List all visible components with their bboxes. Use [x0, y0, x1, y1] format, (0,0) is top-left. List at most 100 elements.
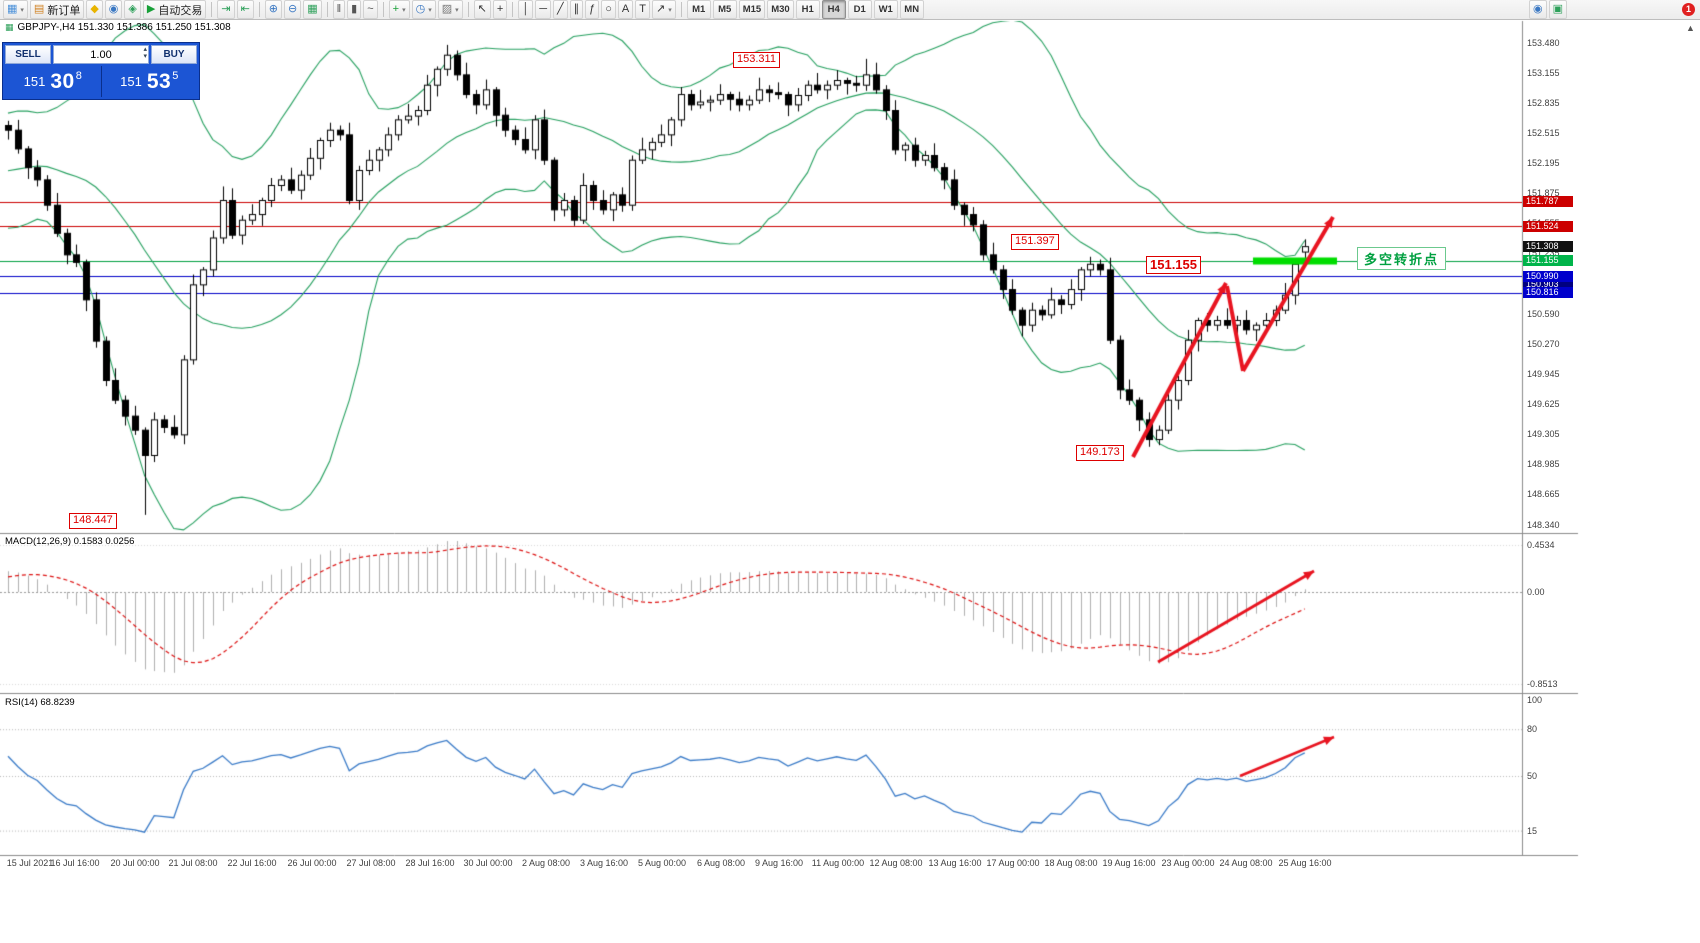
time-axis-label: 18 Aug 08:00 [1044, 858, 1098, 868]
text-button[interactable]: A [617, 0, 634, 19]
timeframe-w1-button-label: W1 [878, 4, 893, 15]
time-axis-label: 27 Jul 08:00 [346, 858, 396, 868]
chart-mini-icon: ▦ [5, 22, 14, 32]
buy-price[interactable]: 151 53 5 [102, 66, 198, 97]
text-label-button[interactable]: T [635, 0, 650, 19]
shapes-button[interactable]: ○ [601, 0, 616, 19]
arrows-button[interactable]: ↗ ▾ [651, 0, 676, 19]
template-button[interactable]: ▨ ▾ [437, 0, 463, 19]
timeframe-m1-button[interactable]: M1 [686, 0, 711, 19]
timeframe-m15-button-label: M15 [742, 4, 762, 15]
rsi-scale-label: 100 [1527, 695, 1543, 705]
time-axis-label: 23 Aug 00:00 [1161, 858, 1215, 868]
timeframe-mn-button[interactable]: MN [899, 0, 924, 19]
fibonacci-button[interactable]: ƒ [585, 0, 600, 19]
volume-spinner[interactable]: ▴ ▾ [143, 46, 147, 60]
volume-value: 1.00 [90, 48, 112, 61]
zoom-in-button[interactable]: ⊕ [264, 0, 282, 19]
channel-icon: ∥ [573, 3, 580, 15]
time-axis-label: 28 Jul 16:00 [405, 858, 455, 868]
price-annotation[interactable]: 151.155 [1146, 256, 1201, 275]
timeframe-m30-button[interactable]: M30 [767, 0, 794, 19]
time-axis-label: 26 Jul 00:00 [287, 858, 337, 868]
indicators-button[interactable]: + ▾ [388, 0, 410, 19]
spinner-down-icon[interactable]: ▾ [143, 53, 147, 60]
chevron-down-icon: ▾ [668, 6, 672, 14]
chevron-down-icon: ▾ [428, 6, 432, 14]
cursor-button[interactable]: ↖ [473, 0, 491, 19]
macd-scale-label: 0.4534 [1527, 540, 1555, 550]
timeframe-d1-button[interactable]: D1 [847, 0, 872, 19]
new-order-button-label: 新订单 [47, 4, 81, 17]
timeframe-m5-button[interactable]: M5 [712, 0, 737, 19]
market-watch-button[interactable]: ◉ [1528, 0, 1547, 19]
sell-button[interactable]: SELL [5, 45, 51, 64]
market-button[interactable]: ◉ [104, 0, 123, 19]
horizontal-line-button[interactable]: ─ [535, 0, 551, 19]
vertical-line-button[interactable]: │ [518, 0, 534, 19]
timeframe-d1-button-label: D1 [853, 4, 866, 15]
market-icon: ◉ [108, 3, 119, 15]
timeframe-w1-button[interactable]: W1 [873, 0, 898, 19]
autotrading-button-label: 自动交易 [158, 4, 203, 17]
price-axis-label: 149.625 [1527, 399, 1560, 409]
arrows-icon: ↗ [655, 3, 666, 15]
time-axis-label: 19 Aug 16:00 [1102, 858, 1156, 868]
mql5-icon: ◆ [90, 3, 99, 15]
chevron-down-icon: ▾ [402, 6, 406, 14]
mql5-button[interactable]: ◆ [86, 0, 103, 19]
price-axis-label: 148.985 [1527, 459, 1560, 469]
trendline-button[interactable]: ╱ [553, 0, 568, 19]
chart-shift-button[interactable]: ⇤ [236, 0, 254, 19]
price-annotation[interactable]: 153.311 [733, 52, 780, 68]
price-annotation[interactable]: 151.397 [1011, 234, 1059, 250]
price-annotation[interactable]: 148.447 [69, 513, 117, 529]
tile-windows-button[interactable]: ▦ [303, 0, 322, 19]
volume-input[interactable]: 1.00 ▴ ▾ [53, 45, 149, 64]
auto-scroll-button[interactable]: ⇥ [217, 0, 235, 19]
buy-price-pips: 53 [146, 69, 172, 93]
time-axis-label: 22 Jul 16:00 [227, 858, 277, 868]
turning-point-label[interactable]: 多空转折点 [1357, 247, 1447, 270]
bar-chart-button[interactable]: ‖ [332, 0, 346, 19]
price-axis-label: 152.195 [1527, 158, 1560, 168]
line-chart-button[interactable]: ~ [363, 0, 378, 19]
trendline-icon: ╱ [557, 3, 564, 15]
notification-badge[interactable]: 1 [1682, 3, 1695, 16]
new-order-icon: ▤ [33, 3, 45, 15]
indicators-icon: + [392, 3, 400, 15]
price-axis-label: 151.235 [1527, 248, 1560, 258]
horizontal-line-icon: ─ [539, 3, 547, 15]
chart-title: ▦ GBPJPY-,H4 151.330 151.386 151.250 151… [5, 22, 231, 33]
price-axis-label: 151.875 [1527, 188, 1560, 198]
alerts-button[interactable]: ▣ [1548, 0, 1567, 19]
signals-button[interactable]: ◈ [124, 0, 141, 19]
macd-title: MACD(12,26,9) 0.1583 0.0256 [5, 536, 135, 547]
line-chart-icon: ~ [367, 3, 374, 15]
new-chart-button[interactable]: ▦ ▾ [3, 0, 28, 19]
alerts-icon: ▣ [1552, 3, 1563, 15]
spinner-up-icon[interactable]: ▴ [143, 46, 147, 53]
timeframe-m15-button[interactable]: M15 [738, 0, 766, 19]
price-annotation[interactable]: 149.173 [1076, 445, 1124, 461]
timeframe-h4-button[interactable]: H4 [821, 0, 846, 19]
fibonacci-icon: ƒ [589, 3, 596, 15]
new-order-button[interactable]: ▤ 新订单 [29, 0, 85, 19]
buy-button[interactable]: BUY [151, 45, 197, 64]
candlestick-chart-button[interactable]: ▮ [347, 0, 362, 19]
time-axis-label: 15 Jul 2021 [6, 858, 54, 868]
auto-scroll-icon: ⇥ [221, 3, 231, 15]
channel-button[interactable]: ∥ [569, 0, 584, 19]
shapes-icon: ○ [605, 3, 612, 15]
timeframe-h1-button[interactable]: H1 [795, 0, 820, 19]
autotrading-button[interactable]: ▶ 自动交易 [142, 0, 207, 19]
toolbar-separator [467, 2, 469, 17]
sell-price[interactable]: 151 30 8 [5, 66, 102, 97]
crosshair-button[interactable]: + [492, 0, 508, 19]
zoom-out-button[interactable]: ⊖ [284, 0, 302, 19]
toolbar-separator [382, 2, 384, 17]
periods-button[interactable]: ◷ ▾ [411, 0, 436, 19]
time-axis-label: 20 Jul 00:00 [110, 858, 160, 868]
scroll-up-icon[interactable]: ▲ [1686, 23, 1695, 33]
